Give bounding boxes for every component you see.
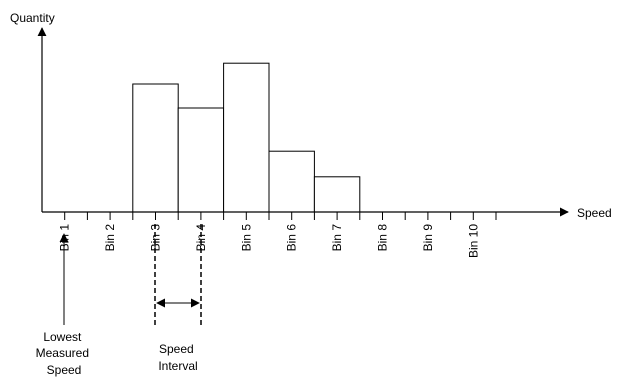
lowest-speed-line-2: Measured bbox=[36, 346, 89, 360]
bar-bin-7 bbox=[313, 176, 361, 213]
x-tick-label-bin-5: Bin 5 bbox=[239, 224, 253, 252]
x-tick-label-bin-6: Bin 6 bbox=[285, 224, 299, 252]
speed-interval-line-1: Speed bbox=[159, 342, 194, 356]
x-tick-labels-group: Bin 1 Bin 2 Bin 3 Bin 4 Bin 5 Bin 6 Bin 7 Bin 8… bbox=[58, 224, 481, 258]
bars-group bbox=[132, 62, 361, 213]
x-tick-label-bin-8: Bin 8 bbox=[376, 224, 390, 252]
x-tick-label-bin-7: Bin 7 bbox=[330, 224, 344, 252]
lowest-speed-label: Lowest Measured Speed bbox=[36, 330, 93, 377]
x-tick-label-bin-10: Bin 10 bbox=[466, 224, 480, 258]
speed-interval-line-2: Interval bbox=[158, 359, 197, 373]
bar-bin-3 bbox=[132, 83, 179, 213]
x-tick-label-bin-9: Bin 9 bbox=[421, 224, 435, 252]
speed-interval-label: Speed Interval bbox=[158, 342, 197, 373]
bar-bin-6 bbox=[268, 150, 315, 213]
x-tick-label-bin-1: Bin 1 bbox=[58, 224, 72, 252]
x-tick-label-bin-3: Bin 3 bbox=[149, 224, 163, 252]
x-axis-label: Speed bbox=[577, 206, 612, 220]
y-axis-label: Quantity bbox=[10, 11, 55, 25]
bar-bin-5 bbox=[223, 62, 270, 213]
bar-bin-4 bbox=[177, 107, 225, 213]
x-ticks-group bbox=[64, 212, 497, 220]
lowest-speed-line-3: Speed bbox=[47, 363, 82, 377]
lowest-speed-line-1: Lowest bbox=[43, 330, 82, 344]
x-tick-label-bin-4: Bin 4 bbox=[194, 224, 208, 252]
x-tick-label-bin-2: Bin 2 bbox=[103, 224, 117, 252]
